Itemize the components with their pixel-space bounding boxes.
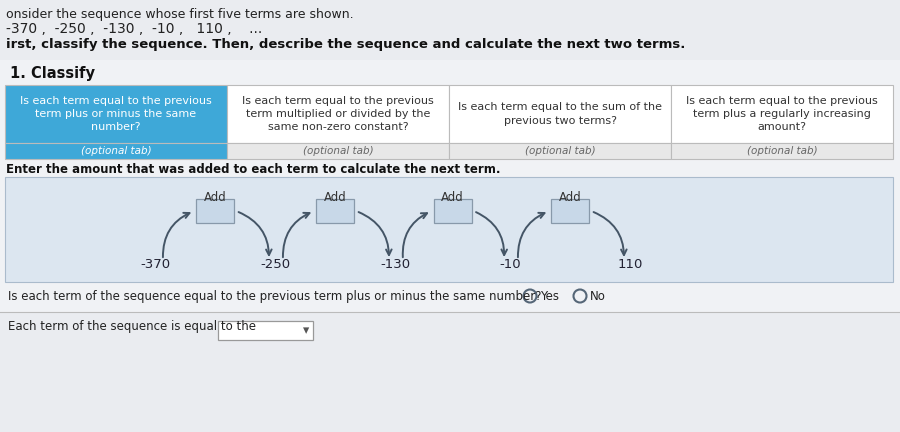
Bar [449, 85, 671, 143]
Bar [551, 199, 589, 223]
Text: -130: -130 [380, 257, 410, 270]
Text: Enter the amount that was added to each term to calculate the next term.: Enter the amount that was added to each … [6, 163, 500, 176]
Text: -250: -250 [260, 257, 290, 270]
Text: 110: 110 [617, 257, 643, 270]
Text: Is each term equal to the previous
term plus or minus the same
number?: Is each term equal to the previous term … [20, 96, 212, 132]
Bar [434, 199, 472, 223]
Bar [196, 199, 234, 223]
Text: Add: Add [559, 191, 581, 204]
Text: Add: Add [441, 191, 464, 204]
Bar [0, 0, 900, 60]
Text: Is each term of the sequence equal to the previous term plus or minus the same n: Is each term of the sequence equal to th… [8, 290, 542, 303]
Bar [316, 199, 354, 223]
Text: 1. Classify: 1. Classify [10, 66, 95, 81]
Text: -370: -370 [140, 257, 170, 270]
Bar [0, 312, 900, 432]
Bar [0, 60, 900, 432]
Text: ▾: ▾ [303, 324, 309, 337]
Bar [227, 85, 449, 143]
Text: Each term of the sequence is equal to the: Each term of the sequence is equal to th… [8, 320, 256, 333]
Text: (optional tab): (optional tab) [81, 146, 151, 156]
Bar [5, 143, 227, 159]
Text: irst, classify the sequence. Then, describe the sequence and calculate the next : irst, classify the sequence. Then, descr… [6, 38, 686, 51]
Text: (optional tab): (optional tab) [302, 146, 374, 156]
Bar [671, 143, 893, 159]
Bar [449, 143, 671, 159]
Text: Add: Add [203, 191, 227, 204]
Bar [5, 85, 227, 143]
Bar [227, 143, 449, 159]
Bar [218, 321, 313, 340]
Text: -10: -10 [500, 257, 521, 270]
Text: Is each term equal to the sum of the
previous two terms?: Is each term equal to the sum of the pre… [458, 102, 662, 126]
Text: Is each term equal to the previous
term multiplied or divided by the
same non-ze: Is each term equal to the previous term … [242, 96, 434, 132]
Text: Add: Add [324, 191, 346, 204]
Text: Is each term equal to the previous
term plus a regularly increasing
amount?: Is each term equal to the previous term … [686, 96, 877, 132]
Text: -370 ,  -250 ,  -130 ,  -10 ,   110 ,    ...: -370 , -250 , -130 , -10 , 110 , ... [6, 22, 262, 36]
Text: No: No [590, 289, 606, 302]
Text: (optional tab): (optional tab) [747, 146, 817, 156]
Text: (optional tab): (optional tab) [525, 146, 595, 156]
Text: Yes: Yes [540, 289, 559, 302]
Text: onsider the sequence whose first five terms are shown.: onsider the sequence whose first five te… [6, 8, 354, 21]
Bar [671, 85, 893, 143]
Bar [5, 177, 893, 282]
